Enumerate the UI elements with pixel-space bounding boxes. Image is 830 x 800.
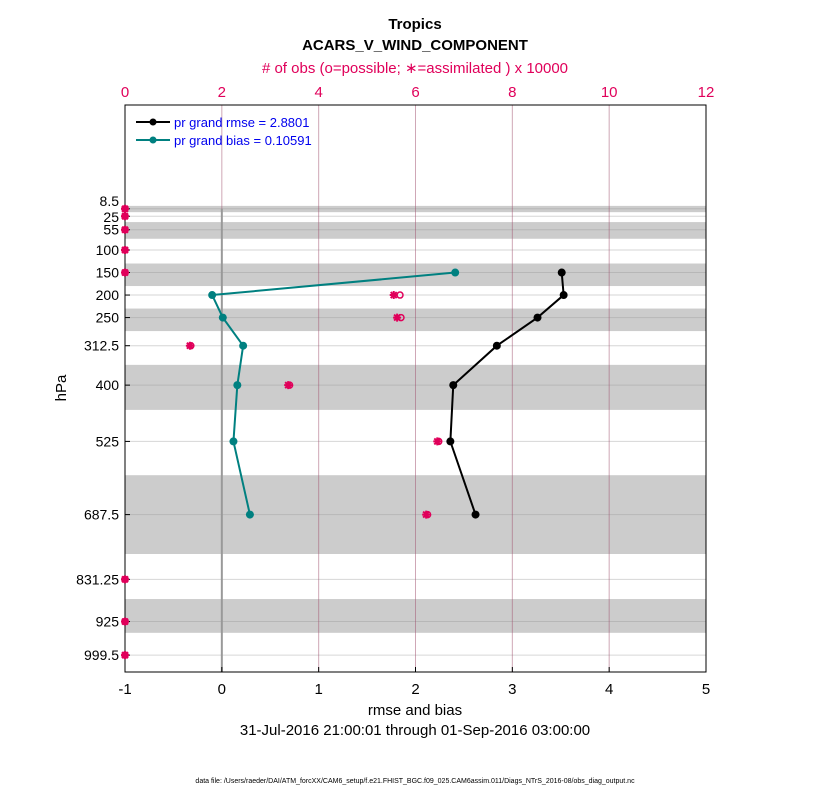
data-point	[239, 341, 248, 350]
y-tick-label: 312.5	[84, 338, 119, 354]
data-point	[492, 341, 501, 350]
data-point	[471, 510, 480, 519]
y-tick-label: 150	[96, 265, 120, 281]
date-range-label: 31-Jul-2016 21:00:01 through 01-Sep-2016…	[240, 722, 590, 739]
top-x-tick-label: 4	[314, 84, 322, 101]
top-x-tick-label: 6	[411, 84, 419, 101]
obs-assimilated-marker	[121, 268, 129, 277]
y-tick-label: 100	[96, 242, 120, 258]
obs-assimilated-marker	[393, 313, 402, 322]
x-tick-label: 4	[605, 681, 613, 698]
y-tick-label: 8.5	[100, 193, 120, 209]
obs-assimilated-marker	[121, 246, 129, 255]
legend-label: pr grand bias = 0.10591	[174, 133, 312, 148]
y-tick-label: 25	[103, 209, 119, 225]
obs-assimilated-marker	[121, 212, 129, 221]
x-tick-label: 1	[314, 681, 322, 698]
obs-assimilated-marker	[185, 341, 194, 350]
obs-assimilated-marker	[121, 575, 129, 584]
obs-assimilated-marker	[422, 510, 431, 519]
y-tick-label: 925	[96, 614, 120, 630]
data-point	[559, 291, 568, 300]
data-point	[449, 381, 458, 390]
top-x-tick-label: 2	[218, 84, 226, 101]
x-tick-label: -1	[118, 681, 131, 698]
chart-subtitle: ACARS_V_WIND_COMPONENT	[302, 37, 528, 54]
obs-assimilated-marker	[121, 225, 129, 234]
obs-assimilated-marker	[284, 381, 293, 390]
top-x-tick-label: 0	[121, 84, 129, 101]
x-tick-label: 2	[411, 681, 419, 698]
y-tick-label: 831.25	[76, 571, 119, 587]
legend-label: pr grand rmse = 2.8801	[174, 115, 310, 130]
y-tick-label: 200	[96, 287, 120, 303]
data-point	[446, 437, 455, 446]
data-point	[208, 291, 217, 300]
top-x-tick-label: 10	[601, 84, 618, 101]
data-point	[557, 268, 566, 277]
data-point	[229, 437, 238, 446]
data-point	[451, 268, 460, 277]
obs-assimilated-marker	[433, 437, 442, 446]
legend-marker	[149, 136, 157, 144]
y-tick-label: 55	[103, 222, 119, 238]
data-point	[533, 313, 542, 322]
chart-title: Tropics	[388, 16, 441, 33]
top-x-tick-label: 8	[508, 84, 516, 101]
top-axis-label: # of obs (o=possible; ∗=assimilated ) x …	[262, 60, 568, 77]
y-tick-label: 525	[96, 433, 120, 449]
legend-marker	[149, 118, 157, 126]
obs-assimilated-marker	[121, 204, 129, 213]
data-point	[245, 510, 254, 519]
x-tick-label: 5	[702, 681, 710, 698]
x-tick-label: 0	[218, 681, 226, 698]
obs-assimilated-marker	[389, 291, 398, 300]
y-axis-label: hPa	[53, 374, 70, 401]
obs-assimilated-marker	[121, 617, 129, 626]
x-tick-label: 3	[508, 681, 516, 698]
obs-assimilated-marker	[121, 651, 129, 660]
top-x-tick-label: 12	[698, 84, 715, 101]
data-point	[233, 381, 242, 390]
y-tick-label: 687.5	[84, 507, 119, 523]
y-tick-label: 999.5	[84, 647, 119, 663]
data-point	[218, 313, 227, 322]
data-file-footer: data file: /Users/raeder/DAI/ATM_forcXX/…	[195, 778, 635, 785]
x-axis-label: rmse and bias	[368, 702, 462, 719]
y-tick-label: 250	[96, 310, 120, 326]
y-tick-label: 400	[96, 377, 120, 393]
